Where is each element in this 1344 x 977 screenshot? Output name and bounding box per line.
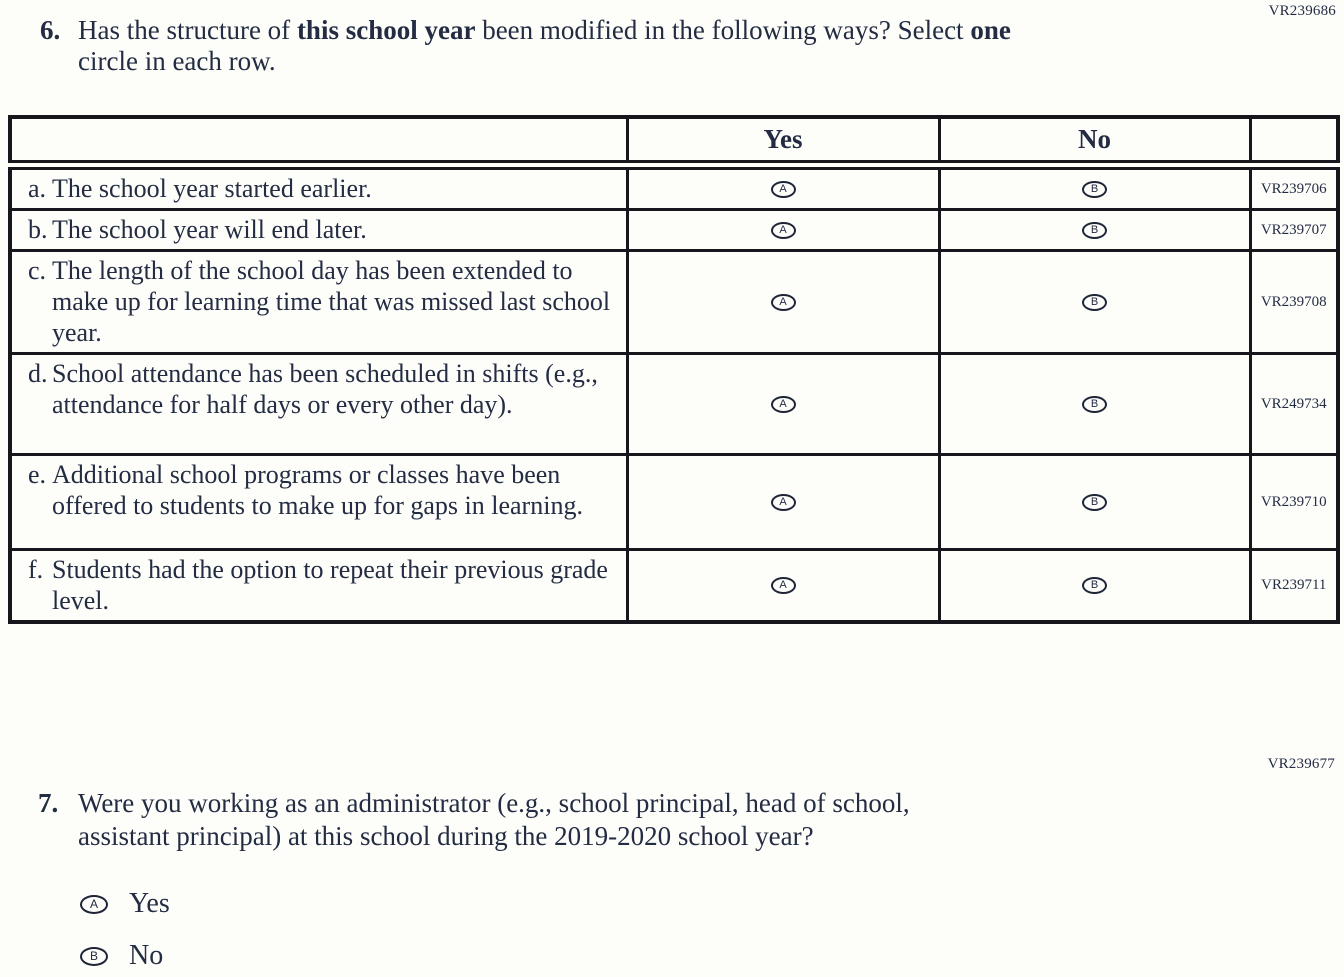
row-f-no-cell: B	[937, 548, 1252, 624]
q6-variable-code: VR239686	[1268, 3, 1336, 19]
q7-option-b-bubble[interactable]: B	[80, 946, 108, 966]
question-7-text: Were you working as an administrator (e.…	[78, 787, 910, 853]
q6-response-grid: Yes No a. The school year started earlie…	[8, 115, 1340, 624]
row-a-text: The school year started earlier.	[52, 174, 372, 203]
grid-header-row: Yes No	[8, 115, 1340, 170]
row-d-letter: d.	[28, 359, 48, 388]
row-e-code: VR239710	[1248, 453, 1340, 551]
q7-option-b-label: No	[129, 940, 164, 971]
row-f-yes-cell: A	[625, 548, 941, 624]
row-e-no-bubble[interactable]: B	[1082, 493, 1107, 511]
row-b-code: VR239707	[1248, 208, 1340, 252]
q6-text-line2: circle in each row.	[78, 46, 276, 76]
row-a-no-bubble[interactable]: B	[1082, 180, 1107, 198]
grid-header-no: No	[937, 115, 1252, 170]
row-c-text: The length of the school day has been ex…	[52, 256, 611, 347]
table-row-d: d. School attendance has been scheduled …	[8, 352, 1340, 456]
row-b-text: The school year will end later.	[52, 215, 367, 244]
row-e-statement: e. Additional school programs or classes…	[8, 453, 629, 551]
row-f-letter: f.	[28, 555, 44, 584]
question-7-number: 7.	[38, 788, 59, 818]
row-e-no-cell: B	[937, 453, 1252, 551]
grid-header-yes: Yes	[625, 115, 941, 170]
row-c-statement: c. The length of the school day has been…	[8, 249, 629, 355]
question-6: 6. Has the structure of this school year…	[0, 0, 1344, 77]
row-d-yes-cell: A	[625, 352, 941, 456]
row-e-yes-bubble[interactable]: A	[770, 493, 796, 511]
q6-text-emphasis-2: one	[970, 15, 1011, 45]
q6-text-mid: been modified in the following ways? Sel…	[475, 15, 971, 45]
row-a-yes-bubble[interactable]: A	[770, 180, 796, 198]
row-c-no-bubble[interactable]: B	[1082, 293, 1107, 311]
q6-text-pre: Has the structure of	[78, 15, 297, 45]
row-b-no-cell: B	[937, 208, 1252, 252]
question-6-number: 6.	[40, 15, 61, 45]
row-c-yes-cell: A	[625, 249, 941, 355]
row-f-statement: f. Students had the option to repeat the…	[8, 548, 629, 624]
table-row-e: e. Additional school programs or classes…	[8, 453, 1340, 551]
grid-header-code-stub	[1248, 115, 1340, 170]
row-d-code: VR249734	[1248, 352, 1340, 456]
row-f-no-bubble[interactable]: B	[1082, 577, 1107, 595]
q6-text-emphasis-1: this school year	[296, 15, 476, 45]
q7-option-yes: A Yes	[80, 888, 1344, 919]
row-b-statement: b. The school year will end later.	[8, 208, 629, 252]
row-d-statement: d. School attendance has been scheduled …	[8, 352, 629, 456]
grid-header-stub	[8, 115, 629, 170]
row-d-no-cell: B	[937, 352, 1252, 456]
row-c-code: VR239708	[1248, 249, 1340, 355]
row-e-text: Additional school programs or classes ha…	[52, 460, 583, 520]
row-a-code: VR239706	[1248, 163, 1340, 211]
question-6-text: Has the structure of this school year be…	[78, 15, 1011, 77]
table-row-b: b. The school year will end later. A B V…	[8, 208, 1340, 252]
q7-variable-code: VR239677	[1267, 756, 1335, 772]
table-row-f: f. Students had the option to repeat the…	[8, 548, 1340, 624]
q7-option-no: B No	[80, 940, 1344, 971]
question-7: 7. Were you working as an administrator …	[0, 773, 1344, 853]
row-a-letter: a.	[28, 174, 47, 203]
table-row-a: a. The school year started earlier. A B …	[8, 163, 1340, 211]
q7-option-a-bubble[interactable]: A	[80, 894, 108, 914]
row-b-no-bubble[interactable]: B	[1082, 221, 1107, 239]
row-c-no-cell: B	[937, 249, 1252, 355]
row-c-yes-bubble[interactable]: A	[770, 293, 796, 311]
row-b-yes-cell: A	[625, 208, 941, 252]
row-c-letter: c.	[28, 256, 47, 285]
row-d-text: School attendance has been scheduled in …	[52, 359, 598, 419]
row-d-yes-bubble[interactable]: A	[770, 395, 796, 413]
row-a-no-cell: B	[937, 163, 1252, 211]
row-f-text: Students had the option to repeat their …	[52, 555, 608, 615]
row-f-yes-bubble[interactable]: A	[770, 577, 796, 595]
row-e-yes-cell: A	[625, 453, 941, 551]
row-e-letter: e.	[28, 460, 47, 489]
row-b-yes-bubble[interactable]: A	[770, 221, 796, 239]
q7-option-a-label: Yes	[129, 888, 170, 919]
row-f-code: VR239711	[1248, 548, 1340, 624]
q7-options: A Yes B No	[80, 888, 1344, 971]
row-a-statement: a. The school year started earlier.	[8, 163, 629, 211]
row-d-no-bubble[interactable]: B	[1082, 395, 1107, 413]
row-b-letter: b.	[28, 215, 48, 244]
q7-text-line1: Were you working as an administrator (e.…	[78, 788, 910, 818]
table-row-c: c. The length of the school day has been…	[8, 249, 1340, 355]
q7-text-line2: assistant principal) at this school duri…	[78, 821, 814, 851]
row-a-yes-cell: A	[625, 163, 941, 211]
